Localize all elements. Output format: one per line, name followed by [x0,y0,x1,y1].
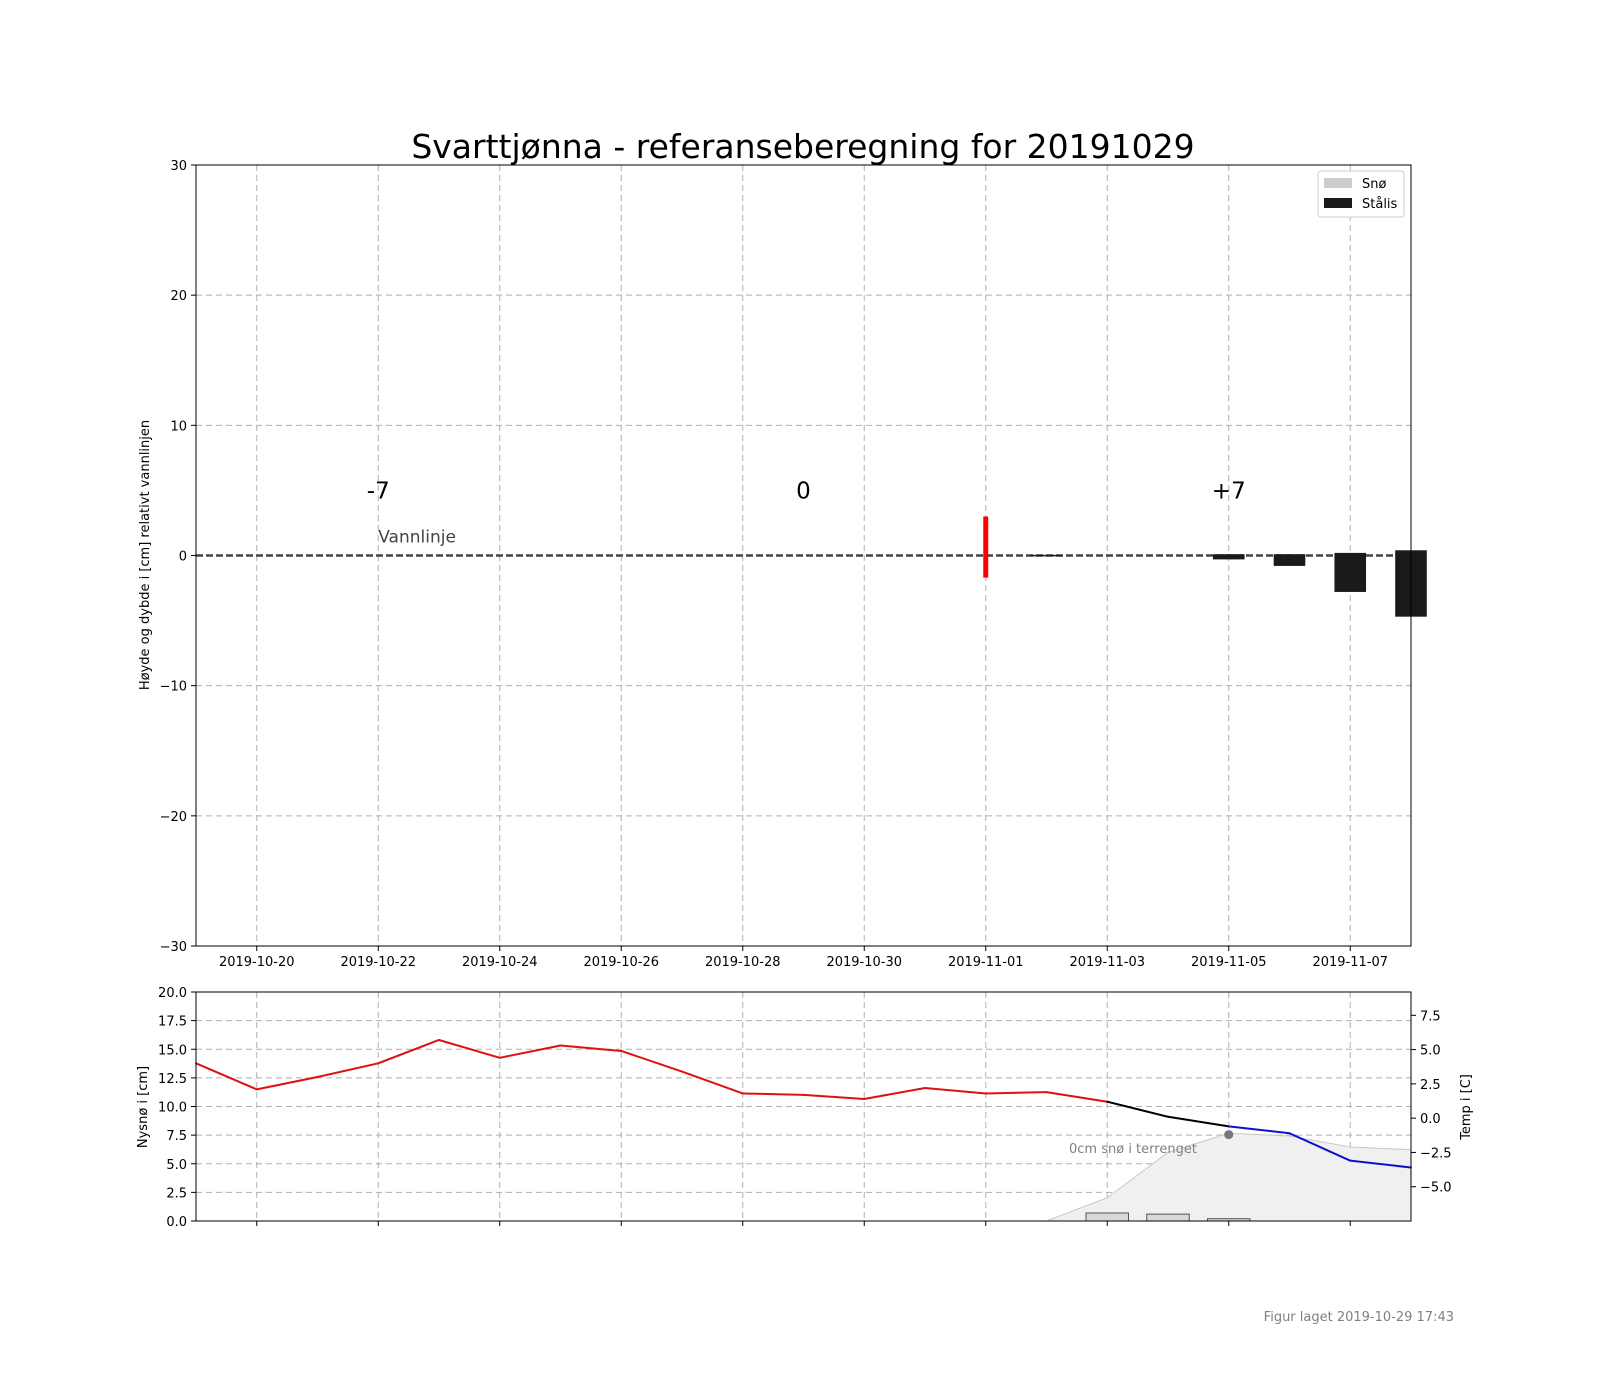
legend: Snø Stålis [1317,170,1405,218]
y-tick-label: 0.0 [166,1215,187,1230]
temperature-line [195,1038,1412,1169]
y-tick-label: 15.0 [158,1043,187,1058]
x-tick-label: 2019-10-30 [826,955,902,970]
x-tick-label: 2019-10-24 [462,955,538,970]
day-marker-label: 0 [796,478,811,504]
figure-timestamp: Figur laget 2019-10-29 17:43 [1263,1310,1454,1325]
y2-tick-label: 5.0 [1420,1044,1441,1059]
temperature-segment [195,1062,258,1091]
y-tick-label: 17.5 [158,1015,187,1030]
y-tick-label: 0 [179,550,187,565]
y-tick-label: 30 [170,159,187,174]
y-tick-label: 10.0 [158,1101,187,1116]
y-tick-label: 10 [170,419,187,434]
ice-bar [1334,552,1367,592]
temperature-segment [255,1076,319,1091]
temperature-segment [377,1038,440,1065]
terrain-snow-marker [1224,1130,1234,1140]
temperature-segment [863,1086,926,1100]
y2-tick-label: −5.0 [1420,1181,1452,1196]
bottom-y2-axis: 7.5 5.0 2.5 0.0 −2.5 −5.0 [1411,1009,1452,1196]
x-tick-label: 2019-10-28 [705,955,781,970]
temperature-segment [438,1038,501,1059]
chart-title: Svarttjønna - referanseberegning for 201… [411,127,1194,166]
y2-tick-label: 2.5 [1420,1078,1441,1093]
y-tick-label: 20.0 [158,986,187,1001]
bottom-y2-axis-label: Temp i [C] [1459,1074,1474,1141]
ice-bar [1030,554,1063,557]
main-y-axis: 30 20 10 0 −10 −20 −30 [160,159,196,955]
x-tick-label: 2019-11-03 [1069,955,1145,970]
ice-bar [1212,554,1245,560]
terrain-snow-dot [1224,1130,1234,1140]
new-snow-bar [1085,1212,1130,1222]
ice-bar [1273,554,1306,566]
y2-tick-label: −2.5 [1420,1146,1452,1161]
temperature-segment [1349,1159,1412,1169]
bottom-y-axis: 0.0 2.5 5.0 7.5 10.0 12.5 15.0 17.5 20.0 [158,986,196,1230]
waterline-label: Vannlinje [378,528,456,548]
y-tick-label: −20 [160,810,187,825]
day-markers: -7 0 +7 [367,478,1246,504]
temperature-segment [681,1070,744,1095]
temperature-segment [1288,1132,1352,1162]
legend-label-ice: Stålis [1362,197,1398,212]
terrain-snow-label: 0cm snø i terrenget [1069,1142,1197,1157]
x-tick-label: 2019-10-20 [219,955,295,970]
bottom-x-ticks [256,1221,1351,1226]
y-tick-label: 5.0 [166,1158,187,1173]
legend-swatch-ice [1324,198,1352,208]
x-tick-label: 2019-11-05 [1191,955,1267,970]
temperature-segment [984,1091,1048,1095]
temperature-segment [1045,1091,1109,1103]
legend-swatch-snow [1324,178,1352,188]
x-tick-label: 2019-11-01 [948,955,1024,970]
temperature-segment [559,1044,623,1052]
y2-tick-label: 0.0 [1420,1112,1441,1127]
legend-label-snow: Snø [1362,177,1386,192]
y-tick-label: 2.5 [166,1186,187,1201]
y-tick-label: 7.5 [166,1129,187,1144]
bottom-y-axis-label: Nysnø i [cm] [136,1066,151,1148]
temperature-segment [924,1086,987,1095]
temperature-segment [620,1049,683,1073]
main-x-axis: 2019-10-20 2019-10-22 2019-10-24 2019-10-26… [219,946,1388,970]
temperature-segment [316,1062,380,1079]
day-marker-label: -7 [367,478,390,504]
main-y-axis-label: Høyde og dybde i [cm] relativt vannlinje… [138,420,153,690]
day-marker-label: +7 [1212,478,1246,504]
x-tick-label: 2019-11-07 [1312,955,1388,970]
y-tick-label: 12.5 [158,1072,187,1087]
temperature-segment [498,1044,562,1059]
new-snow-bar [1146,1213,1190,1222]
y-tick-label: −10 [160,680,187,695]
temperature-segment [1106,1100,1169,1118]
x-tick-label: 2019-10-22 [340,955,416,970]
temperature-segment [1167,1115,1230,1128]
temperature-segment [1227,1125,1291,1135]
y-tick-label: 20 [170,289,187,304]
y-tick-label: −30 [160,940,187,955]
temperature-segment [802,1093,866,1100]
y2-tick-label: 7.5 [1420,1009,1441,1024]
waterline: Vannlinje [196,528,1411,557]
x-tick-label: 2019-10-26 [583,955,659,970]
temperature-segment [741,1092,805,1096]
